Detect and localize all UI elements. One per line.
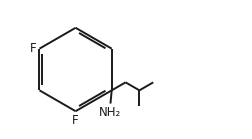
Text: F: F	[30, 42, 37, 55]
Text: F: F	[72, 114, 79, 127]
Text: NH₂: NH₂	[99, 106, 121, 119]
